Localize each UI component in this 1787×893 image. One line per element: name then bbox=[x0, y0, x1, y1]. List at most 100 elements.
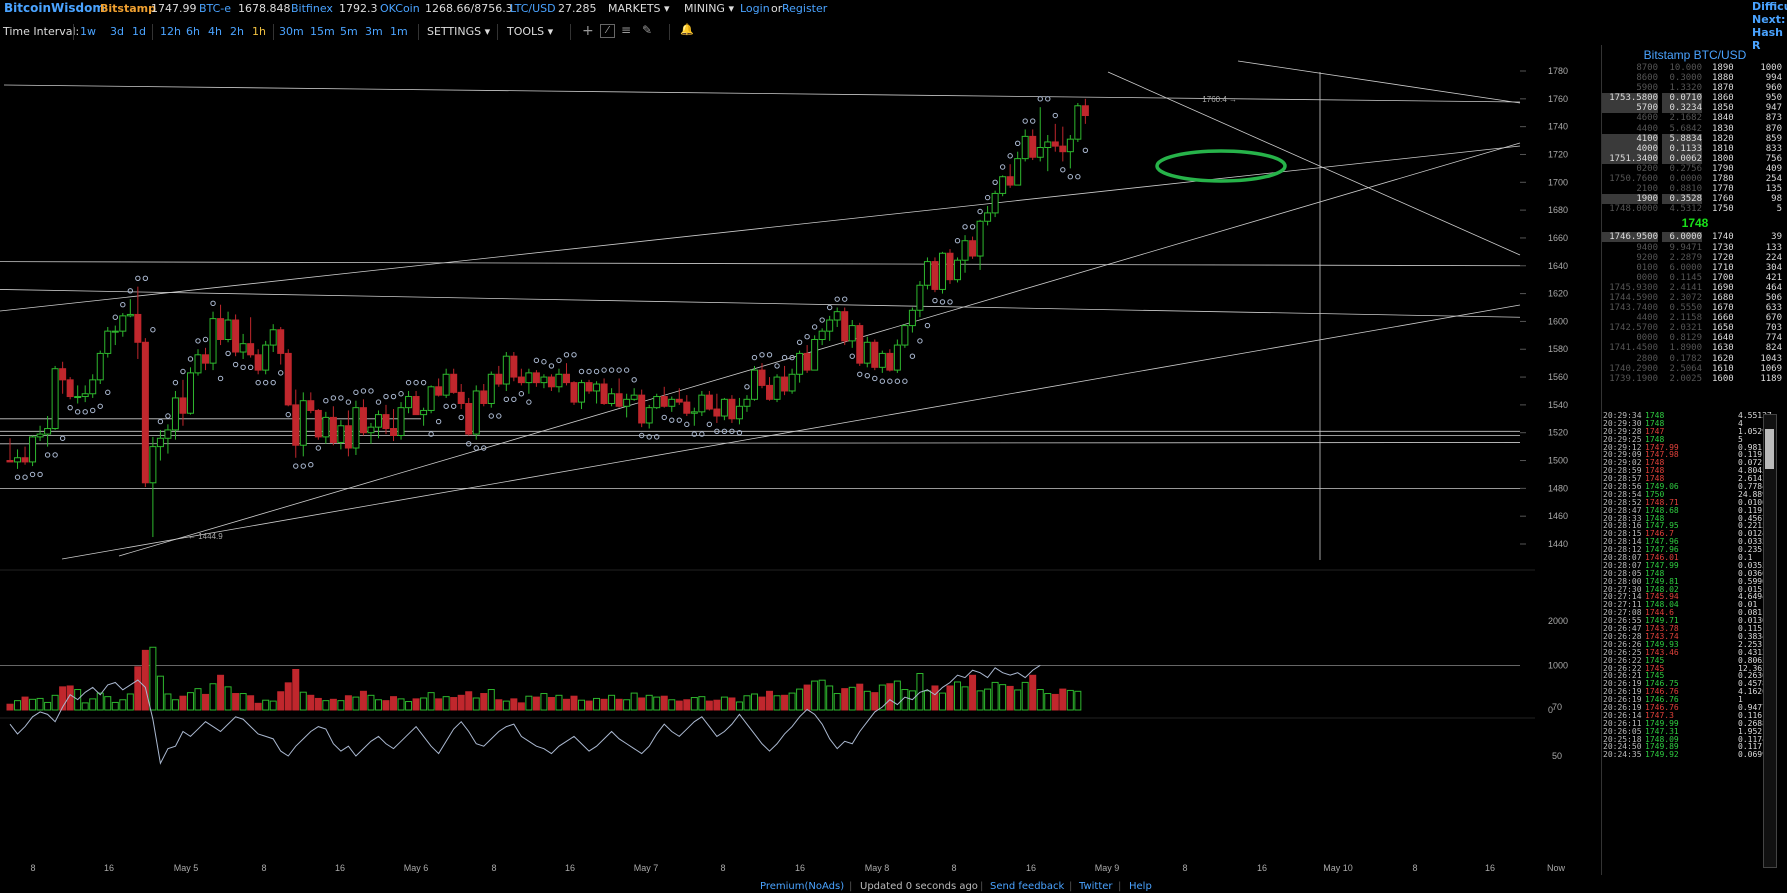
scroll-thumb[interactable] bbox=[1765, 429, 1774, 469]
pencil-line-icon[interactable]: ⁄ bbox=[600, 24, 615, 38]
volume-bar bbox=[893, 680, 901, 711]
interval-1w[interactable]: 1w bbox=[80, 25, 96, 38]
candle-body bbox=[931, 261, 939, 290]
order-amount: 0.3234 bbox=[1662, 103, 1702, 114]
brand-logo[interactable]: BitcoinWisdom bbox=[4, 1, 105, 15]
interval-12h[interactable]: 12h bbox=[160, 25, 181, 38]
feedback-link[interactable]: Send feedback bbox=[990, 881, 1065, 892]
order-row[interactable]: 1739.1900 2.0025 1600 1189 bbox=[1602, 374, 1787, 384]
trade-time: 20:29:02 bbox=[1603, 458, 1642, 468]
time-axis-label: 8 bbox=[30, 863, 35, 873]
trade-row: 20:27:11 1748.04 0.01 bbox=[1601, 601, 1771, 609]
brush-icon[interactable]: ✎ bbox=[642, 23, 653, 37]
interval-6h[interactable]: 6h bbox=[186, 25, 200, 38]
markets-menu[interactable]: MARKETS ▾ bbox=[608, 2, 670, 15]
sar-dot bbox=[315, 445, 322, 451]
settings-menu[interactable]: SETTINGS ▾ bbox=[427, 25, 491, 38]
order-row[interactable]: 4000 0.1133 1810 833 bbox=[1602, 143, 1787, 154]
order-row[interactable]: 1743.7400 0.5550 1670 633 bbox=[1602, 303, 1787, 313]
interval-3d[interactable]: 3d bbox=[110, 25, 124, 38]
volume-bar bbox=[540, 693, 548, 711]
trade-amount: 0.59906 bbox=[1738, 576, 1772, 586]
volume-bar bbox=[307, 694, 315, 711]
lines-icon[interactable]: ≡ bbox=[621, 23, 632, 37]
order-row[interactable]: 4400 5.6842 1830 870 bbox=[1602, 124, 1787, 134]
volume-bar bbox=[728, 697, 736, 711]
order-row[interactable]: 1746.9500 6.0000 1740 39 bbox=[1602, 232, 1787, 243]
order-row[interactable]: 0000 0.1145 1700 421 bbox=[1602, 273, 1787, 283]
interval-15m[interactable]: 15m bbox=[310, 25, 335, 38]
order-row[interactable]: 1751.3400 0.0062 1800 756 bbox=[1602, 153, 1787, 164]
order-row[interactable]: 4100 5.8834 1820 859 bbox=[1602, 133, 1787, 144]
mining-menu[interactable]: MINING ▾ bbox=[684, 2, 734, 15]
price-chart[interactable]: 1780176017401720170016801660164016201600… bbox=[0, 45, 1600, 875]
interval-1d[interactable]: 1d bbox=[132, 25, 146, 38]
candle-body bbox=[217, 318, 225, 340]
sar-dot bbox=[44, 452, 51, 458]
interval-5m[interactable]: 5m bbox=[340, 25, 358, 38]
candle-body bbox=[976, 220, 984, 257]
sar-dot bbox=[503, 396, 510, 403]
order-row[interactable]: 1750.7600 0.0000 1780 254 bbox=[1602, 174, 1787, 184]
volume-bar bbox=[1059, 688, 1067, 711]
order-row[interactable]: 1741.4500 1.8900 1630 824 bbox=[1602, 343, 1787, 353]
trades-scrollbar[interactable] bbox=[1763, 414, 1777, 868]
order-row[interactable]: 4400 2.1158 1660 670 bbox=[1602, 313, 1787, 323]
price-tick-label: 1440 bbox=[1548, 539, 1568, 549]
ticker-ltcusd-name[interactable]: LTC/USD bbox=[510, 2, 556, 15]
order-row[interactable]: 1753.5800 0.0710 1860 950 bbox=[1602, 93, 1787, 104]
order-row[interactable]: 1742.5700 2.0321 1650 703 bbox=[1602, 323, 1787, 333]
footer-divider: | bbox=[1069, 881, 1073, 892]
interval-2h[interactable]: 2h bbox=[230, 25, 244, 38]
tools-menu[interactable]: TOOLS ▾ bbox=[507, 25, 554, 38]
trade-price: 1747.96 bbox=[1645, 545, 1679, 555]
order-row[interactable]: 8600 0.3000 1880 994 bbox=[1602, 73, 1787, 83]
order-row[interactable]: 0100 6.0000 1710 304 bbox=[1602, 263, 1787, 273]
volume-bar bbox=[21, 696, 29, 711]
order-row[interactable]: 0200 0.2756 1790 409 bbox=[1602, 164, 1787, 174]
order-row[interactable]: 8700 10.000 1890 1000 bbox=[1602, 63, 1787, 73]
order-row[interactable]: 5700 0.3234 1850 947 bbox=[1602, 103, 1787, 114]
order-row[interactable]: 1745.9300 2.4141 1690 464 bbox=[1602, 283, 1787, 293]
candle-body bbox=[984, 212, 992, 222]
interval-30m[interactable]: 30m bbox=[279, 25, 304, 38]
ticker-bitfinex-name[interactable]: Bitfinex bbox=[291, 2, 333, 15]
order-row[interactable]: 1744.5900 2.3072 1680 506 bbox=[1602, 293, 1787, 303]
premium-link[interactable]: Premium(NoAds) bbox=[760, 881, 845, 892]
sar-dot bbox=[796, 339, 803, 345]
order-row[interactable]: 4600 2.1682 1840 873 bbox=[1602, 113, 1787, 123]
order-row[interactable]: 1740.2900 2.5064 1610 1069 bbox=[1602, 364, 1787, 374]
interval-4h[interactable]: 4h bbox=[208, 25, 222, 38]
ticker-okcoin-name[interactable]: OKCoin bbox=[380, 2, 420, 15]
volume-bar bbox=[149, 646, 157, 711]
order-row[interactable]: 2100 0.8810 1770 135 bbox=[1602, 184, 1787, 194]
order-row[interactable]: 1900 0.3528 1760 98 bbox=[1602, 194, 1787, 205]
register-link[interactable]: Register bbox=[782, 2, 828, 15]
trade-row: 20:27:08 1744.6 0.081 bbox=[1601, 609, 1771, 617]
order-row[interactable]: 5900 1.3320 1870 960 bbox=[1602, 83, 1787, 93]
login-link[interactable]: Login bbox=[740, 2, 770, 15]
candle-body bbox=[420, 409, 428, 416]
order-row[interactable]: 2800 0.1782 1620 1043 bbox=[1602, 354, 1787, 364]
ticker-bitstamp-name[interactable]: Bitstamp bbox=[100, 2, 156, 15]
bell-icon[interactable]: 🔔 bbox=[680, 23, 694, 36]
order-row[interactable]: 0000 0.8129 1640 774 bbox=[1602, 333, 1787, 343]
volume-bar bbox=[352, 696, 360, 711]
volume-bar bbox=[938, 692, 946, 711]
order-row[interactable]: 9400 9.9471 1730 133 bbox=[1602, 243, 1787, 253]
candle-body bbox=[660, 396, 668, 407]
order-row[interactable]: 1748.0000 4.5312 1750 5 bbox=[1602, 204, 1787, 214]
plus-icon[interactable]: + bbox=[582, 23, 594, 39]
candle-body bbox=[600, 383, 608, 404]
interval-1m[interactable]: 1m bbox=[390, 25, 408, 38]
sar-dot bbox=[608, 367, 615, 373]
interval-1h[interactable]: 1h bbox=[252, 25, 266, 38]
order-row[interactable]: 9200 2.2879 1720 224 bbox=[1602, 253, 1787, 263]
volume-bar bbox=[668, 699, 676, 711]
help-link[interactable]: Help bbox=[1129, 881, 1152, 892]
ticker-btce-name[interactable]: BTC-e bbox=[199, 2, 232, 15]
twitter-link[interactable]: Twitter bbox=[1079, 881, 1113, 892]
candle-body bbox=[713, 408, 721, 417]
trade-row: 20:26:28 1743.74 0.38347 bbox=[1601, 632, 1772, 641]
interval-3m[interactable]: 3m bbox=[365, 25, 383, 38]
